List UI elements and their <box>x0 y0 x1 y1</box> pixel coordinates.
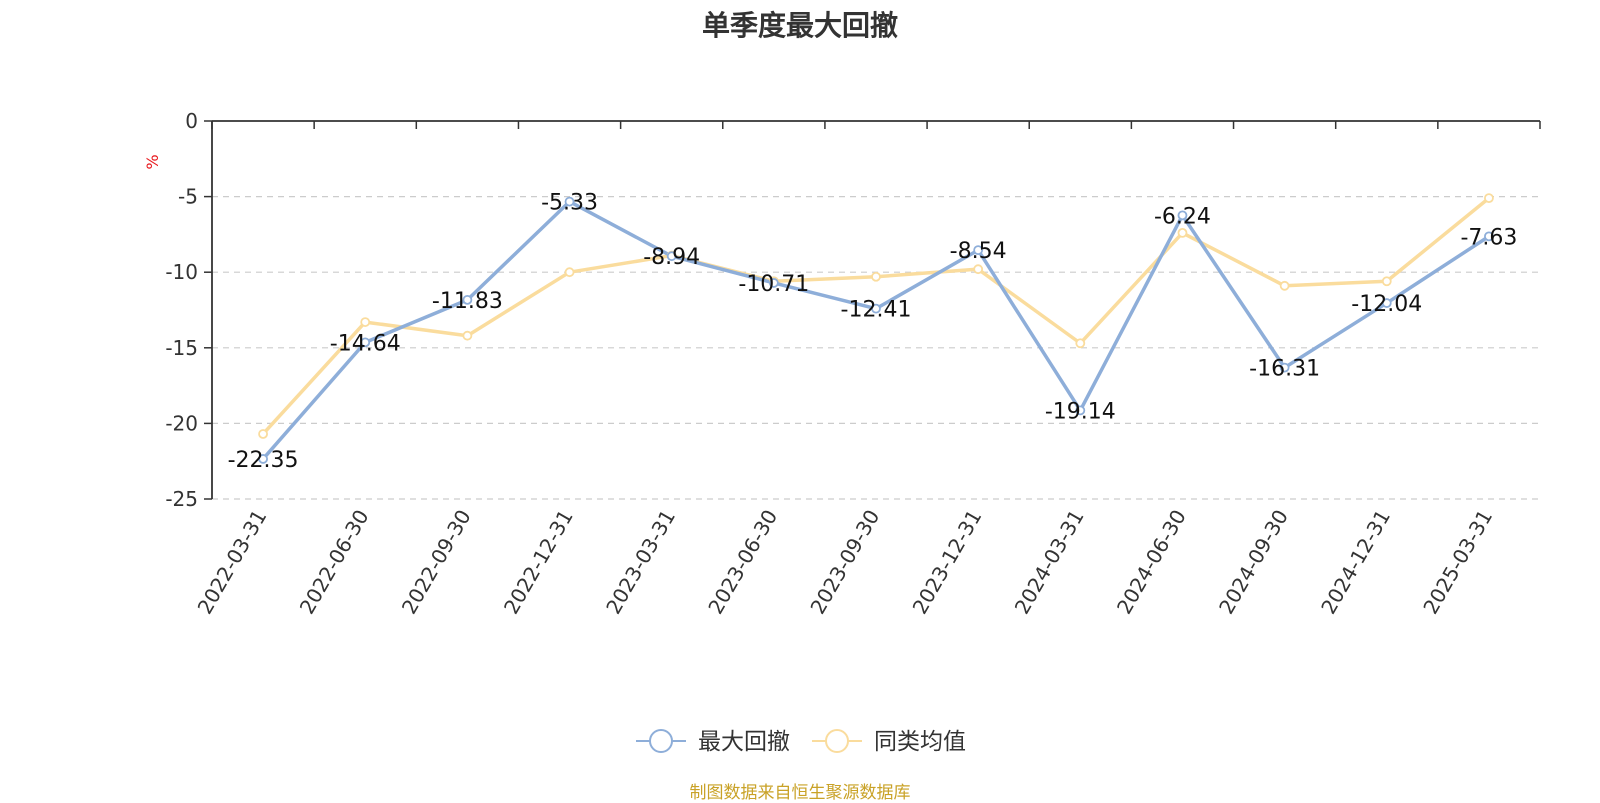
data-label: -8.54 <box>950 239 1007 264</box>
legend-marker <box>649 729 673 753</box>
data-point <box>258 429 268 439</box>
x-tick-label: 2024-12-31 <box>1316 506 1395 619</box>
data-point <box>462 294 473 305</box>
data-label: -8.94 <box>643 245 700 270</box>
x-tick-label: 2022-06-30 <box>295 506 374 619</box>
legend-marker <box>825 729 849 753</box>
y-tick-label: -15 <box>165 336 198 360</box>
y-tick-label: -25 <box>165 487 198 511</box>
gridlines <box>212 196 1540 500</box>
data-point <box>1484 231 1494 242</box>
series-points <box>258 193 1494 464</box>
data-point <box>360 317 371 327</box>
data-label: -14.64 <box>330 331 401 356</box>
data-point <box>1484 193 1494 204</box>
data-point <box>871 271 881 282</box>
chart-title: 单季度最大回撤 <box>701 9 898 42</box>
x-tick-label: 2023-06-30 <box>703 506 782 619</box>
x-tick-label: 2024-09-30 <box>1214 506 1293 619</box>
x-tick-label: 2024-06-30 <box>1112 506 1191 619</box>
x-tick-label: 2023-03-31 <box>601 506 680 619</box>
data-point <box>1177 210 1188 221</box>
y-tick-label: -20 <box>165 411 198 435</box>
data-labels: -22.35 -14.64 -11.83 -5.33 -8.94 -10.71 -12.41… <box>228 191 1518 473</box>
data-point <box>564 196 575 207</box>
data-label: -19.14 <box>1045 399 1116 424</box>
data-point <box>973 245 984 256</box>
data-point <box>1279 280 1290 291</box>
x-tick-label: 2025-03-31 <box>1418 506 1497 619</box>
data-label: -7.63 <box>1460 225 1517 250</box>
data-label: -10.71 <box>738 272 809 297</box>
data-label: -12.04 <box>1351 292 1422 317</box>
data-point <box>871 303 881 314</box>
data-point <box>564 267 575 278</box>
series-lines <box>261 196 1491 461</box>
x-tick-label: 2023-12-31 <box>908 505 987 618</box>
data-point <box>1075 338 1086 349</box>
x-tick-label: 2022-12-31 <box>499 506 578 619</box>
legend: 最大回撤 同类均值 <box>636 729 966 755</box>
legend-item: 最大回撤 <box>636 729 790 755</box>
legend-label: 最大回撤 <box>698 729 790 755</box>
axes <box>211 120 1541 499</box>
data-point <box>462 330 473 341</box>
y-axis-unit-label: % <box>143 154 162 169</box>
data-point <box>360 337 371 348</box>
data-label: -5.33 <box>541 191 598 216</box>
data-point <box>1279 362 1290 373</box>
data-point <box>1075 405 1086 416</box>
data-point <box>666 251 677 262</box>
data-label: -11.83 <box>432 289 503 314</box>
data-label: -22.35 <box>228 448 299 473</box>
data-point <box>768 278 779 288</box>
y-tick-label: 0 <box>185 109 198 133</box>
data-point <box>973 264 984 275</box>
data-point <box>1381 276 1392 287</box>
x-axis-ticks: 2022-03-31 2022-06-30 2022-09-30 2022-12-31… <box>193 505 1498 618</box>
data-point <box>258 454 268 464</box>
data-label: -16.31 <box>1249 357 1320 382</box>
x-tick-label: 2022-03-31 <box>193 506 272 619</box>
legend-item: 同类均值 <box>812 729 966 755</box>
series-line <box>261 199 1490 461</box>
source-footer: 制图数据来自恒生聚源数据库 <box>689 783 911 803</box>
y-tick-label: -5 <box>178 185 198 209</box>
x-tick-label: 2022-09-30 <box>397 506 476 619</box>
y-tick-label: -10 <box>165 260 198 284</box>
data-label: -6.24 <box>1154 204 1211 229</box>
x-tick-label: 2024-03-31 <box>1010 506 1089 619</box>
y-axis-ticks: 0 -5 -10 -15 -20 -25 <box>165 109 212 511</box>
data-label: -12.41 <box>841 298 912 323</box>
legend-label: 同类均值 <box>874 729 966 755</box>
data-point <box>1381 298 1392 308</box>
x-tick-label: 2023-09-30 <box>805 506 884 619</box>
data-point <box>1177 227 1188 238</box>
